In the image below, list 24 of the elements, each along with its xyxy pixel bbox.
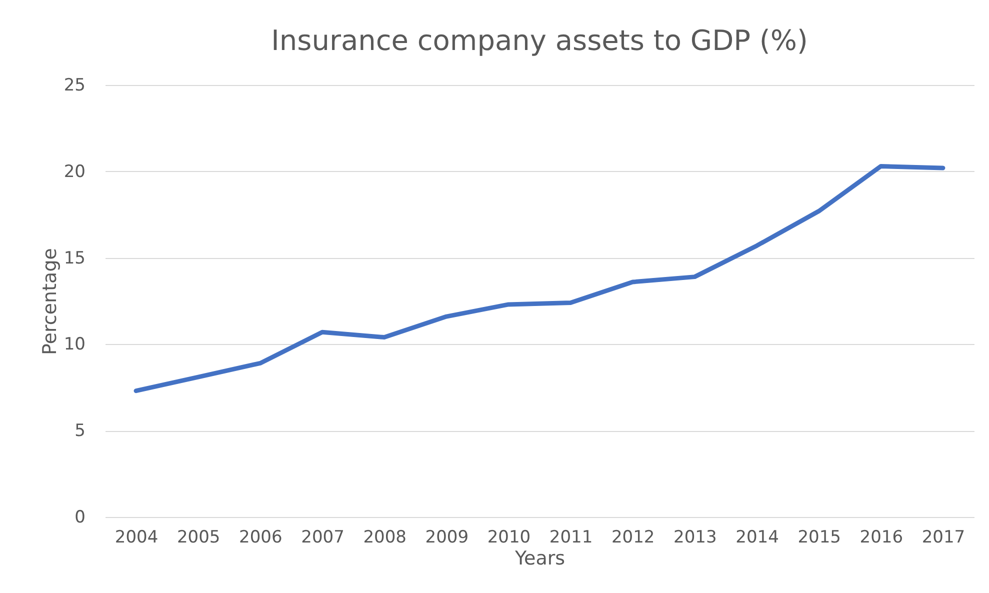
x-tick-label: 2014 <box>736 528 779 548</box>
x-tick-label: 2016 <box>860 528 904 548</box>
y-axis-title: Percentage <box>38 248 61 355</box>
x-tick-label: 2015 <box>798 528 841 548</box>
x-tick-label: 2011 <box>549 528 593 548</box>
x-tick-label: 2008 <box>363 528 406 548</box>
x-tick-label: 2005 <box>176 528 220 548</box>
y-tick-label: 20 <box>64 162 86 182</box>
x-tick-label: 2010 <box>487 528 531 548</box>
x-tick-label: 2009 <box>425 528 469 548</box>
y-tick-label: 10 <box>64 334 86 355</box>
y-tick-label: 15 <box>64 248 86 268</box>
x-tick-label: 2012 <box>611 528 655 548</box>
x-tick-label: 2013 <box>674 528 717 548</box>
x-axis-title: Years <box>514 548 566 570</box>
x-tick-label: 2017 <box>922 528 966 548</box>
chart-title: Insurance company assets to GDP (%) <box>271 24 808 57</box>
line-series <box>134 164 946 394</box>
y-tick-label: 0 <box>74 508 86 528</box>
x-tick-label: 2004 <box>114 528 158 548</box>
y-tick-label: 25 <box>64 76 86 96</box>
x-tick-label: 2007 <box>301 528 344 548</box>
y-tick-label: 5 <box>74 421 86 442</box>
x-tick-label: 2006 <box>239 528 282 548</box>
